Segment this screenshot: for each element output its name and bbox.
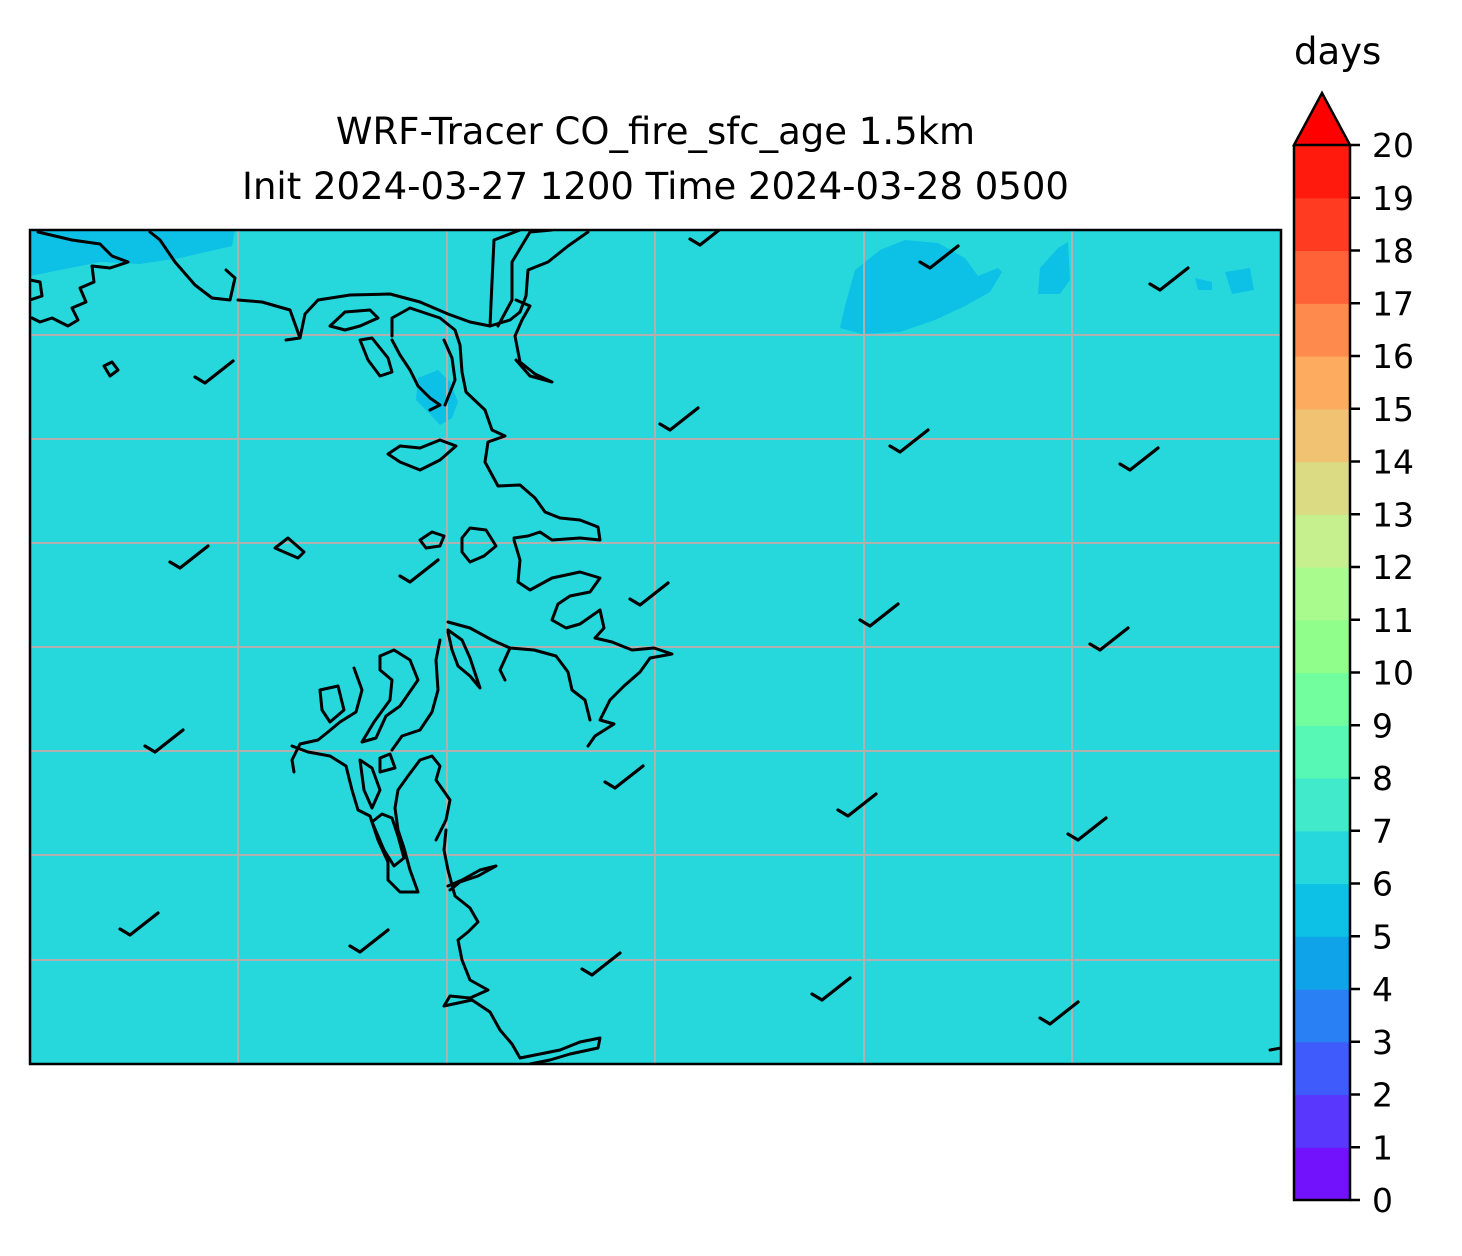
colorbar-tick-label: 6 [1372,865,1393,904]
colorbar-tick-label: 20 [1372,126,1414,165]
colorbar-tick-label: 4 [1372,970,1393,1009]
coast-river-north [488,230,590,384]
colorbar-tick-label: 1 [1372,1128,1393,1167]
wind-barb [168,544,210,570]
colorbar-segment [1294,672,1350,726]
colorbar-tick-label: 2 [1372,1076,1393,1115]
colorbar-segment [1294,1041,1350,1096]
coast-inner-southwest [358,752,397,810]
map-title-line-2: Init 2024-03-27 1200 Time 2024-03-28 050… [242,165,1069,208]
colorbar-tick-label: 0 [1372,1181,1393,1220]
coast-inner-bay [358,306,602,542]
coast-peninsula-southwest [290,684,452,894]
patch-north-center [840,240,1002,334]
colorbar-segment [1294,725,1350,779]
wind-barb [1088,626,1130,652]
wind-barb [1038,1000,1080,1026]
coast-island-e [273,536,306,560]
colorbar-tick-label: 19 [1372,179,1414,218]
colorbar-extend-arrow [1291,90,1353,147]
wind-barb [143,728,185,754]
coastlines [30,230,1281,1064]
colorbar-segment [1294,619,1350,674]
colorbar-tick-label: 9 [1372,706,1393,745]
patch-east-small [1225,268,1254,294]
wind-barb [193,359,235,385]
graticule [30,230,1281,1064]
colorbar-segment [1294,250,1350,304]
colorbar-tick-label: 5 [1372,917,1393,956]
wind-barb [658,406,700,432]
colorbar-segment [1294,197,1350,252]
coast-island-d [460,526,498,564]
wind-barb [628,581,670,607]
wind-barb [810,976,852,1002]
coast-island-b [386,438,458,472]
colorbar-tick-label: 13 [1372,495,1414,534]
coast-island-c [418,530,446,550]
map-frame [28,228,1283,1066]
coast-islands-west [290,648,420,774]
colorbar-segment [1294,1147,1350,1201]
colorbar-segment [1294,1094,1350,1148]
colorbar-tick-label: 10 [1372,654,1414,693]
coast-south-peninsula [442,828,602,1064]
colorbar-segment [1294,567,1350,621]
map-title-line-1: WRF-Tracer CO_fire_sfc_age 1.5km [335,110,976,153]
colorbar-segment [1294,989,1350,1043]
coast-northwest-inlet [30,230,130,328]
colorbar-tick-label: 16 [1372,337,1414,376]
colorbar-tick-label: 8 [1372,759,1393,798]
coast-island-f [370,812,406,868]
colorbar-segment [1294,778,1350,832]
wind-barb [918,244,960,270]
colorbar-label: days [1294,30,1382,73]
colorbar-segment [1294,461,1350,515]
coast-peninsula-north [236,292,522,342]
wind-barb [118,911,160,937]
wind-barb [1066,816,1108,842]
colorbar-tick-label: 18 [1372,232,1414,271]
patch-east-tiny [1195,278,1212,290]
colorbar-segment [1294,303,1350,357]
colorbar-tick-label: 3 [1372,1023,1393,1062]
colorbar-tick-label: 12 [1372,548,1414,587]
colorbar-segment [1294,830,1350,885]
colorbar-segment [1294,408,1350,463]
colorbar-tick-label: 15 [1372,390,1414,429]
colorbar-tick-label: 11 [1372,601,1414,640]
colorbar-segment [1294,356,1350,410]
coast-strait-west [390,338,457,412]
coast-fjord-mid [390,628,482,752]
wind-barb [888,428,930,454]
wind-barb [348,928,390,954]
wind-barb [858,602,900,628]
colorbar-segment [1294,936,1350,990]
patch-northeast [1038,242,1070,294]
map-panel [30,230,1281,1064]
colorbar-tick-label: 7 [1372,812,1393,851]
wind-barb [836,792,878,818]
wind-barbs [118,230,1190,1026]
colorbar-segment [1294,514,1350,568]
colorbar-segment [1294,883,1350,937]
colorbar-segment [1294,145,1350,199]
wind-barb [580,951,622,977]
coast-peninsula-mid [446,620,592,722]
colorbar-tick-label: 14 [1372,443,1414,482]
colorbar-tick-label: 17 [1372,284,1414,323]
coast-east-edge [1268,1046,1281,1052]
coast-island-a [328,308,380,332]
coast-north-shore [148,230,237,302]
wind-barb [603,764,645,790]
coast-sound-east [512,538,674,748]
wind-barb [398,558,440,584]
coast-west-islet [102,360,120,378]
wind-barb [1118,446,1160,472]
wind-barb [1148,266,1190,292]
